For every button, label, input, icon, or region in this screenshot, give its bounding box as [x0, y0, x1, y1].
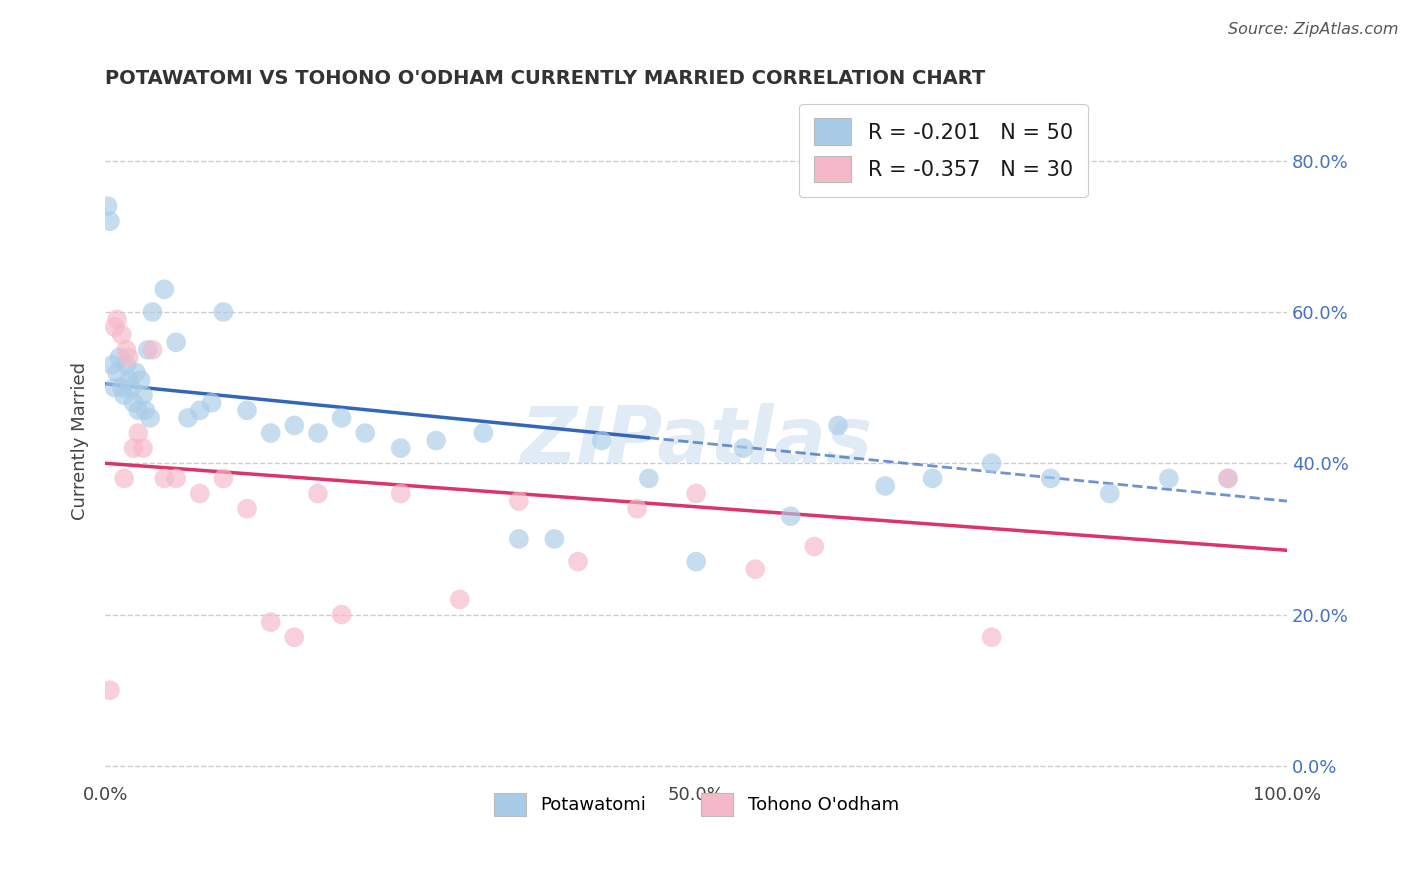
Point [141, 305, 163, 319]
Point [129, 373, 152, 387]
Point [105, 366, 128, 380]
Point [118, 351, 141, 365]
Point [101, 358, 124, 372]
Point [1039, 471, 1062, 485]
Point [104, 381, 127, 395]
Point [188, 486, 211, 500]
Point [236, 501, 259, 516]
Point [330, 607, 353, 622]
Point [1098, 486, 1121, 500]
Point [425, 434, 447, 448]
Y-axis label: Currently Married: Currently Married [72, 361, 89, 520]
Point [127, 403, 149, 417]
Point [875, 479, 897, 493]
Point [212, 305, 235, 319]
Point [212, 471, 235, 485]
Point [115, 343, 138, 357]
Point [136, 343, 159, 357]
Point [354, 425, 377, 440]
Point [827, 418, 849, 433]
Point [260, 615, 283, 629]
Point [122, 441, 145, 455]
Point [165, 471, 187, 485]
Point [134, 403, 156, 417]
Point [153, 471, 176, 485]
Point [97, 199, 120, 213]
Point [508, 532, 530, 546]
Point [685, 486, 707, 500]
Point [921, 471, 943, 485]
Point [104, 320, 127, 334]
Point [508, 494, 530, 508]
Point [307, 486, 329, 500]
Point [122, 396, 145, 410]
Point [744, 562, 766, 576]
Point [567, 555, 589, 569]
Point [260, 425, 283, 440]
Point [685, 555, 707, 569]
Point [98, 683, 121, 698]
Point [638, 471, 661, 485]
Point [307, 425, 329, 440]
Point [283, 418, 305, 433]
Point [236, 403, 259, 417]
Point [188, 403, 211, 417]
Point [980, 630, 1002, 644]
Point [98, 214, 121, 228]
Point [108, 351, 131, 365]
Point [591, 434, 613, 448]
Point [1157, 471, 1180, 485]
Point [111, 327, 134, 342]
Point [472, 425, 495, 440]
Point [125, 366, 148, 380]
Point [389, 441, 412, 455]
Point [120, 381, 142, 395]
Point [1216, 471, 1239, 485]
Point [200, 396, 222, 410]
Point [141, 343, 163, 357]
Point [980, 456, 1002, 470]
Point [153, 282, 176, 296]
Point [112, 471, 135, 485]
Point [543, 532, 565, 546]
Point [112, 388, 135, 402]
Point [283, 630, 305, 644]
Point [626, 501, 648, 516]
Point [139, 410, 162, 425]
Text: Source: ZipAtlas.com: Source: ZipAtlas.com [1229, 22, 1399, 37]
Point [118, 373, 141, 387]
Point [803, 540, 825, 554]
Legend: Potawatomi, Tohono O'odham: Potawatomi, Tohono O'odham [486, 785, 905, 823]
Point [127, 425, 149, 440]
Point [111, 381, 134, 395]
Point [779, 509, 801, 524]
Point [177, 410, 200, 425]
Point [389, 486, 412, 500]
Text: POTAWATOMI VS TOHONO O'ODHAM CURRENTLY MARRIED CORRELATION CHART: POTAWATOMI VS TOHONO O'ODHAM CURRENTLY M… [105, 69, 986, 87]
Point [105, 312, 128, 326]
Point [115, 358, 138, 372]
Point [132, 388, 155, 402]
Point [132, 441, 155, 455]
Point [449, 592, 471, 607]
Text: ZIPatlas: ZIPatlas [520, 402, 872, 479]
Point [1216, 471, 1239, 485]
Point [733, 441, 755, 455]
Point [165, 335, 187, 350]
Point [330, 410, 353, 425]
